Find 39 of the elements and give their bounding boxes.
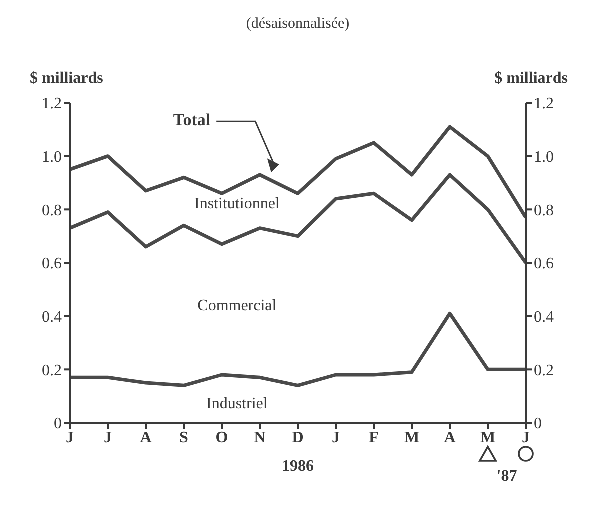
x-tick-label: M	[480, 429, 496, 446]
y-tick-label: 0.6	[42, 256, 62, 273]
text: 1986	[282, 458, 314, 475]
line-series	[70, 125, 526, 220]
text: '87	[496, 468, 518, 485]
x-tick-label: O	[216, 429, 228, 446]
y2-tick-label: 0.2	[534, 362, 554, 380]
line-series	[70, 173, 526, 265]
y-tick-label: 0.2	[42, 362, 62, 380]
y2-tick-label: 1.0	[534, 149, 554, 166]
x-tick-label: N	[254, 429, 266, 446]
annotation: Industriel	[206, 396, 268, 413]
y2-tick-label: 0.8	[534, 202, 554, 220]
x-tick-label: J	[522, 429, 530, 446]
text: Total	[173, 110, 211, 130]
y-tick-label: 0.8	[42, 202, 62, 220]
y2-tick-label: 0.6	[534, 256, 554, 273]
x-tick-label: F	[369, 429, 380, 446]
x-tick-label: J	[104, 429, 112, 446]
y-tick-label: 1.0	[42, 149, 62, 166]
y2-tick-label: 1.2	[534, 96, 554, 113]
y2-axis-title: $ milliards	[494, 70, 568, 87]
y2-tick-label: 0.4	[534, 309, 554, 326]
y-tick-label: 1.2	[42, 96, 62, 113]
x-tick-label: J	[66, 429, 74, 446]
line-series	[70, 312, 526, 388]
x-tick-label: A	[140, 429, 152, 446]
annotation: Commercial	[198, 298, 278, 315]
x-tick-label: J	[332, 429, 340, 446]
x-tick-label: A	[444, 429, 456, 446]
x-tick-label: S	[180, 429, 189, 446]
y-tick-label: 0.4	[42, 309, 62, 326]
x-tick-label: D	[292, 429, 304, 446]
y2-tick-label: 0	[534, 416, 542, 433]
annotation: Institutionnel	[194, 196, 280, 213]
x-tick-label: M	[404, 429, 420, 446]
y-axis-title: $ milliards	[30, 70, 104, 87]
chart-subtitle: (désaisonnalisée)	[246, 16, 350, 32]
y-tick-label: 0	[54, 416, 62, 433]
